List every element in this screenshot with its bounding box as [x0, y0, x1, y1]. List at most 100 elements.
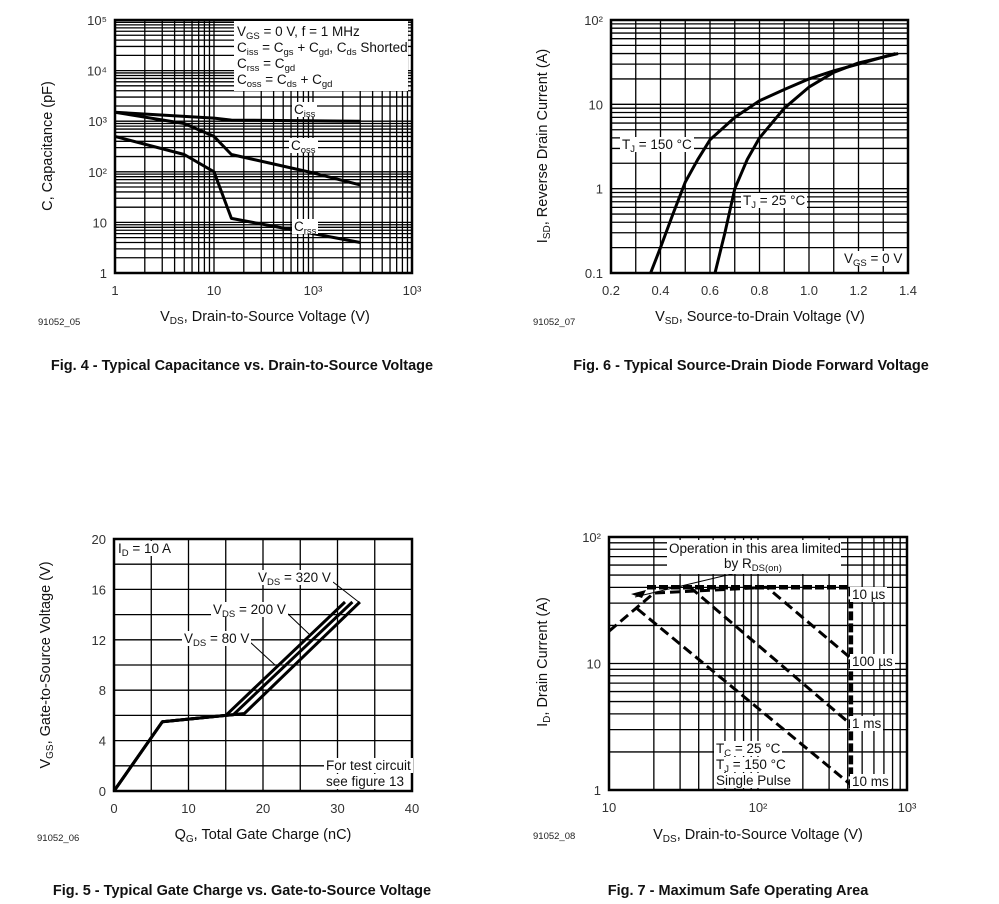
fig7-note-pulse: Single Pulse: [714, 773, 794, 788]
fig4-code: 91052_05: [38, 317, 81, 328]
x-tick-label: 10: [602, 800, 616, 815]
fig7-note-tj: TJ = 150 °C: [714, 757, 788, 775]
fig5-note-test-2: see figure 13: [324, 774, 407, 789]
fig4-label-ciss: Ciss: [292, 102, 318, 120]
y-tick-label: 4: [99, 734, 106, 749]
fig7-series-2: [689, 586, 852, 726]
fig6-label-25c: TJ = 25 °C: [741, 193, 808, 211]
x-tick-label: 20: [256, 801, 270, 816]
x-tick-label: 1: [111, 283, 118, 298]
x-tick-label: 30: [330, 801, 344, 816]
fig6-xlabel: VSD, Source-to-Drain Voltage (V): [655, 309, 865, 327]
fig4-xlabel: VDS, Drain-to-Source Voltage (V): [160, 309, 370, 327]
fig5-label-80v: VDS = 80 V: [182, 631, 252, 649]
fig4-ylabel: C, Capacitance (pF): [40, 81, 56, 211]
fig7-note-2: by RDS(on): [724, 556, 782, 574]
fig4-legend-box: [234, 21, 408, 91]
x-tick-label: 0.4: [651, 283, 669, 298]
y-tick-label: 0.1: [585, 266, 603, 281]
arrow-head-icon: [631, 590, 646, 598]
x-tick-label: 0.8: [750, 283, 768, 298]
x-tick-label: 0: [110, 801, 117, 816]
plot-frame: [112, 537, 414, 793]
x-tick-label: 1.0: [800, 283, 818, 298]
x-tick-label: 10³: [403, 283, 422, 298]
fig6-ylabel: ISD, Reverse Drain Current (A): [535, 48, 553, 244]
fig5-code: 91052_06: [37, 833, 80, 844]
fig4-note-2: Ciss = Cgs + Cgd, Cds Shorted: [237, 40, 408, 58]
fig6-caption: Fig. 6 - Typical Source-Drain Diode Forw…: [573, 358, 929, 374]
fig5-chart: 0 10 20 30 40 0 4 8 12 16 20: [92, 532, 420, 816]
x-tick-label: 10³: [304, 283, 323, 298]
x-tick-label: 10: [181, 801, 195, 816]
fig7-label-100us: 100 µs: [850, 654, 895, 669]
fig7-caption: Fig. 7 - Maximum Safe Operating Area: [607, 883, 869, 899]
y-tick-label: 10²: [584, 13, 603, 28]
leader-line: [249, 641, 276, 666]
fig4-note-4: Coss = Cds + Cgd: [237, 72, 333, 90]
x-tick-label: 1.4: [899, 283, 917, 298]
fig6-code: 91052_07: [533, 317, 576, 328]
y-tick-label: 10²: [88, 165, 107, 180]
fig4-note-1: VGS = 0 V, f = 1 MHz: [237, 24, 360, 42]
y-tick-label: 10: [93, 215, 107, 230]
fig7-label-10ms: 10 ms: [850, 774, 891, 789]
fig7-series-3: [636, 607, 852, 786]
fig7-note-bg: [667, 540, 841, 574]
fig4-series-1: [114, 110, 361, 187]
fig7-note-1: Operation in this area limited: [669, 541, 841, 556]
y-tick-label: 10: [587, 657, 601, 672]
fig6-label-150c: TJ = 150 °C: [620, 137, 694, 155]
x-tick-label: 0.6: [701, 283, 719, 298]
fig5-label-320v: VDS = 320 V: [256, 570, 333, 588]
y-tick-label: 16: [92, 582, 106, 597]
fig4-note-3: Crss = Cgd: [237, 56, 296, 74]
y-tick-label: 10: [589, 97, 603, 112]
y-tick-label: 1: [100, 266, 107, 281]
fig5-label-200v: VDS = 200 V: [211, 602, 288, 620]
fig6-chart: 0.2 0.4 0.6 0.8 1.0 1.2 1.4 0.1 1 10 10²: [584, 13, 917, 298]
fig5-xlabel: QG, Total Gate Charge (nC): [174, 827, 352, 845]
x-tick-label: 10³: [898, 800, 917, 815]
fig4-series-0: [114, 110, 361, 123]
x-tick-label: 1.2: [849, 283, 867, 298]
fig7-label-10us: 10 µs: [850, 587, 888, 602]
y-tick-label: 0: [99, 784, 106, 799]
y-tick-label: 12: [92, 633, 106, 648]
fig5-series-2: [112, 600, 361, 792]
x-tick-label: 0.2: [602, 283, 620, 298]
fig7-label-1ms: 1 ms: [850, 716, 884, 731]
leader-line: [332, 581, 361, 604]
plot-frame: [607, 535, 909, 792]
fig4-label-crss: Crss: [292, 219, 319, 237]
x-tick-label: 40: [405, 801, 419, 816]
plot-frame: [609, 18, 910, 275]
fig7-series-1: [608, 585, 852, 660]
fig7-note-tc: TC = 25 °C: [714, 741, 783, 759]
fig7-ylabel: ID, Drain Current (A): [535, 597, 553, 727]
y-tick-label: 10³: [88, 114, 107, 129]
fig4-caption: Fig. 4 - Typical Capacitance vs. Drain-t…: [50, 358, 434, 374]
fig5-note-id: ID = 10 A: [116, 541, 174, 559]
y-tick-label: 10²: [582, 530, 601, 545]
x-tick-label: 10: [207, 283, 221, 298]
fig6-series-1: [713, 52, 899, 274]
y-tick-label: 10⁴: [87, 64, 107, 79]
leader-line: [286, 612, 311, 636]
y-tick-label: 1: [596, 182, 603, 197]
y-tick-label: 1: [594, 783, 601, 798]
y-tick-label: 10⁵: [87, 13, 107, 28]
leader-line: [634, 571, 741, 598]
fig4-series-2: [114, 134, 361, 244]
x-tick-label: 10²: [749, 800, 768, 815]
fig5-note-test-1: For test circuit: [324, 758, 413, 773]
fig7-xlabel: VDS, Drain-to-Source Voltage (V): [653, 827, 863, 845]
fig7-code: 91052_08: [533, 831, 576, 842]
plot-frame: [113, 18, 414, 275]
fig5-ylabel: VGS, Gate-to-Source Voltage (V): [38, 561, 56, 769]
fig5-caption: Fig. 5 - Typical Gate Charge vs. Gate-to…: [52, 883, 432, 899]
y-tick-label: 20: [92, 532, 106, 547]
y-tick-label: 8: [99, 683, 106, 698]
fig4-label-coss: Coss: [289, 138, 318, 156]
